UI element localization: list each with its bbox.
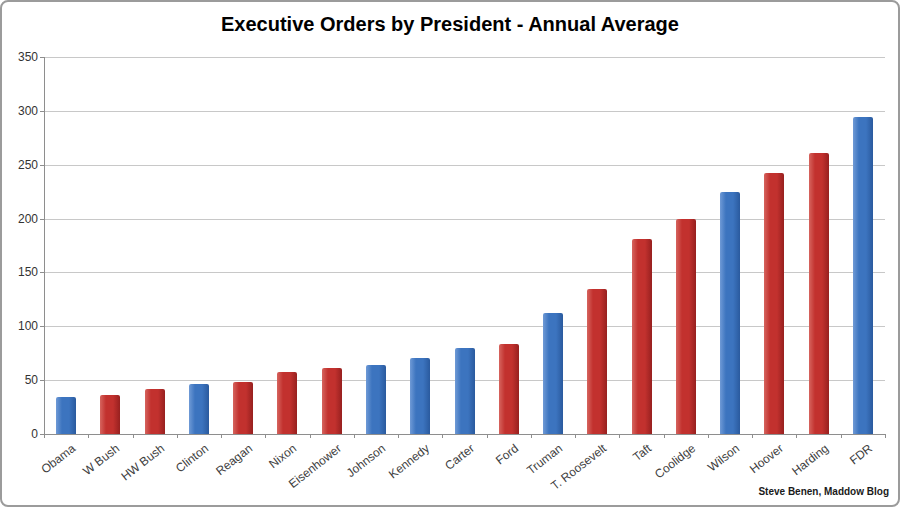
bar-w-bush <box>100 395 120 434</box>
x-tick-5 <box>265 434 266 438</box>
x-tick-0 <box>44 434 45 438</box>
gridline-350 <box>44 57 885 58</box>
bar-kennedy <box>410 358 430 434</box>
y-axis-label-350: 350 <box>4 51 38 63</box>
plot-area: 050100150200250300350ObamaW BushHW BushC… <box>2 2 898 505</box>
gridline-300 <box>44 111 885 112</box>
bar-reagan <box>233 382 253 434</box>
x-tick-14 <box>664 434 665 438</box>
y-axis-line <box>44 57 45 434</box>
x-tick-4 <box>221 434 222 438</box>
bar-t-roosevelt <box>587 289 607 434</box>
x-axis-line <box>44 434 885 435</box>
y-axis-label-150: 150 <box>4 266 38 278</box>
y-axis-label-50: 50 <box>4 374 38 386</box>
bar-hw-bush <box>145 389 165 434</box>
gridline-100 <box>44 326 885 327</box>
bar-fdr <box>853 117 873 434</box>
x-axis-label-obama: Obama <box>0 442 78 507</box>
bar-obama <box>56 397 76 434</box>
bar-ford <box>499 344 519 434</box>
y-axis-label-0: 0 <box>4 428 38 440</box>
gridline-150 <box>44 272 885 273</box>
bar-johnson <box>366 365 386 434</box>
x-tick-16 <box>752 434 753 438</box>
x-tick-10 <box>487 434 488 438</box>
gridline-250 <box>44 165 885 166</box>
chart-frame: Executive Orders by President - Annual A… <box>0 0 900 507</box>
x-tick-9 <box>442 434 443 438</box>
bar-clinton <box>189 384 209 434</box>
x-tick-19 <box>885 434 886 438</box>
y-axis-label-200: 200 <box>4 213 38 225</box>
bar-truman <box>543 313 563 434</box>
x-tick-11 <box>531 434 532 438</box>
bar-hoover <box>764 173 784 434</box>
attribution: Steve Benen, Maddow Blog <box>758 486 889 497</box>
x-tick-1 <box>88 434 89 438</box>
bar-wilson <box>720 192 740 434</box>
x-tick-3 <box>177 434 178 438</box>
bar-nixon <box>277 372 297 434</box>
x-tick-7 <box>354 434 355 438</box>
bar-coolidge <box>676 219 696 434</box>
x-tick-17 <box>796 434 797 438</box>
x-tick-13 <box>619 434 620 438</box>
bar-taft <box>632 239 652 434</box>
y-axis-label-100: 100 <box>4 320 38 332</box>
gridline-200 <box>44 219 885 220</box>
x-tick-2 <box>133 434 134 438</box>
bar-carter <box>455 348 475 434</box>
x-tick-8 <box>398 434 399 438</box>
x-tick-18 <box>841 434 842 438</box>
x-tick-15 <box>708 434 709 438</box>
x-tick-12 <box>575 434 576 438</box>
bar-harding <box>809 153 829 434</box>
y-axis-label-300: 300 <box>4 105 38 117</box>
bar-eisenhower <box>322 368 342 434</box>
x-tick-6 <box>310 434 311 438</box>
y-axis-label-250: 250 <box>4 159 38 171</box>
